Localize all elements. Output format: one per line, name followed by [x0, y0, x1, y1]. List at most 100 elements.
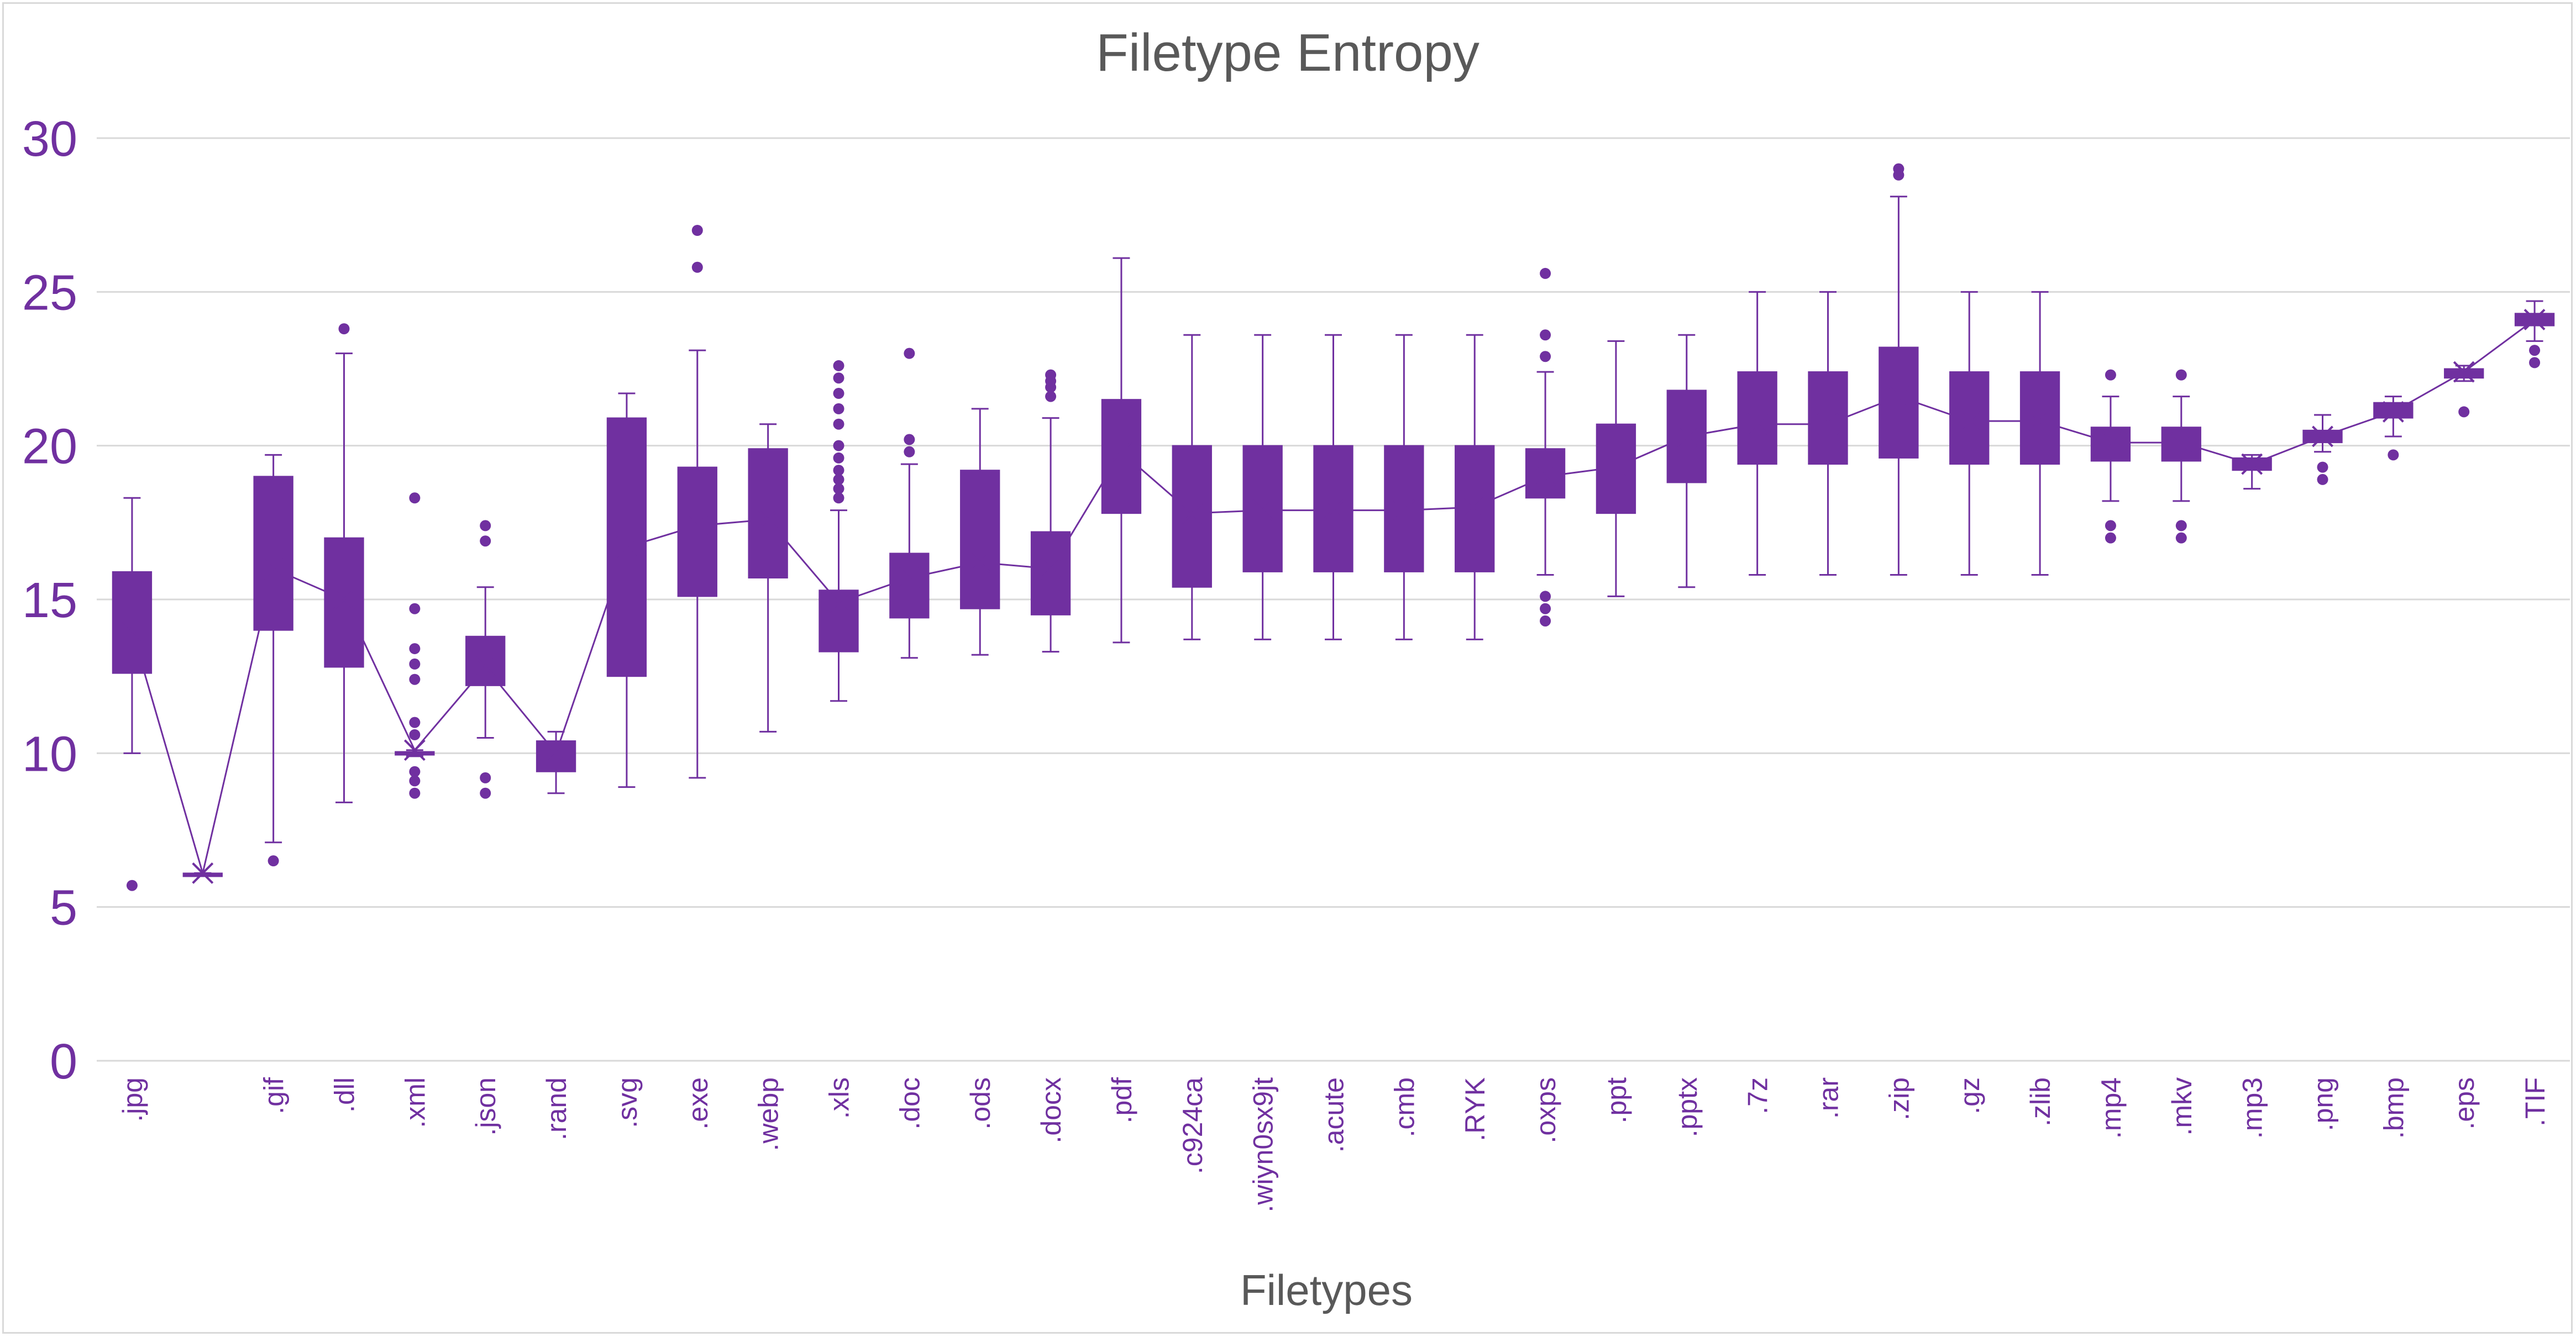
x-tick-label: .mkv — [2166, 1077, 2197, 1136]
box-unlabeled — [182, 862, 223, 884]
box-xls — [819, 360, 859, 702]
box-mp4 — [2090, 369, 2131, 544]
iqr-box — [1949, 371, 1990, 465]
outlier-point — [1540, 615, 1551, 627]
outlier-point — [409, 603, 421, 614]
mean-marker — [2453, 361, 2475, 383]
y-tick-label: 25 — [22, 265, 77, 320]
y-tick-label: 15 — [22, 573, 77, 628]
box-acute — [1313, 334, 1353, 640]
box-jpg — [112, 497, 153, 891]
outlier-point — [1540, 591, 1551, 602]
outlier-point — [480, 787, 491, 799]
box-zlib — [2019, 291, 2060, 576]
outlier-point — [904, 446, 915, 457]
iqr-box — [324, 537, 364, 668]
iqr-box — [1172, 445, 1212, 588]
outlier-point — [691, 261, 703, 273]
outlier-point — [833, 483, 844, 494]
outlier-point — [833, 440, 844, 451]
x-tick-label: .rar — [1813, 1077, 1844, 1119]
x-tick-label: .pdf — [1106, 1077, 1137, 1124]
outlier-point — [409, 717, 421, 728]
outlier-point — [2529, 357, 2541, 369]
y-tick-label: 0 — [50, 1034, 77, 1089]
mean-marker — [1676, 425, 1698, 448]
outlier-point — [833, 372, 844, 384]
outlier-point — [691, 225, 703, 236]
iqr-box — [2019, 371, 2060, 465]
outlier-point — [1540, 603, 1551, 614]
box-bmp — [2373, 396, 2414, 461]
outlier-point — [409, 643, 421, 655]
outlier-point — [409, 729, 421, 740]
iqr-box — [819, 589, 859, 652]
outlier-point — [833, 465, 844, 476]
mean-marker — [2382, 401, 2404, 423]
outlier-point — [2105, 520, 2116, 531]
box-ods — [960, 408, 1000, 656]
mean-marker — [333, 588, 355, 610]
iqr-box — [1737, 371, 1777, 465]
iqr-box — [960, 470, 1000, 609]
box-webp — [748, 423, 788, 733]
outlier-point — [1045, 369, 1057, 381]
x-tick-label: .gif — [259, 1077, 290, 1114]
mean-marker — [1463, 496, 1486, 518]
iqr-box — [465, 635, 506, 686]
x-tick-label: .oxps — [1530, 1077, 1561, 1144]
mean-marker — [2170, 431, 2192, 454]
mean-marker — [969, 551, 991, 573]
outlier-point — [904, 434, 915, 445]
mean-marker — [2523, 309, 2546, 330]
x-tick-label: .zlib — [2025, 1077, 2056, 1127]
chart-title: Filetype Entropy — [1096, 23, 1480, 82]
x-axis-ticks: .jpg .gif .dll .xml .json .rand .svg .exe .webp.… — [117, 1077, 2551, 1213]
iqr-box — [536, 740, 576, 772]
mean-marker — [2029, 410, 2051, 432]
outlier-point — [833, 473, 844, 485]
mean-marker — [828, 592, 849, 613]
iqr-box — [253, 476, 293, 631]
mean-marker — [1393, 499, 1415, 521]
mean-marker — [192, 862, 214, 884]
iqr-box — [748, 448, 788, 579]
mean-marker — [1252, 499, 1274, 521]
mean-marker — [1323, 499, 1344, 521]
box-gif — [253, 454, 293, 867]
box-mp3 — [2232, 453, 2272, 490]
outlier-point — [2175, 369, 2187, 381]
outlier-point — [1540, 329, 1551, 341]
outlier-point — [409, 787, 421, 799]
outlier-point — [480, 535, 491, 547]
x-tick-label: .png — [2308, 1077, 2339, 1131]
mean-marker — [1958, 410, 1980, 432]
iqr-box — [1525, 448, 1566, 499]
outlier-point — [1540, 351, 1551, 362]
outlier-point — [480, 772, 491, 783]
x-tick-label: .acute — [1319, 1077, 1350, 1152]
box-7z — [1737, 291, 1777, 576]
outlier-point — [833, 452, 844, 464]
mean-marker — [2312, 425, 2333, 448]
y-tick-label: 5 — [50, 881, 77, 936]
x-tick-label: .eps — [2449, 1077, 2480, 1130]
outlier-point — [2458, 406, 2470, 418]
box-rar — [1808, 291, 1848, 576]
box-docx — [1030, 369, 1071, 653]
box-svg — [606, 392, 647, 788]
iqr-box — [1030, 531, 1071, 615]
x-tick-label: .zip — [1884, 1077, 1914, 1120]
x-tick-label: .bmp — [2378, 1077, 2409, 1139]
x-tick-label: .ods — [965, 1077, 996, 1130]
x-tick-label: .mp3 — [2237, 1077, 2268, 1139]
y-tick-label: 10 — [22, 727, 77, 782]
outlier-point — [126, 880, 138, 891]
x-tick-label: .xls — [824, 1077, 855, 1119]
x-tick-label: .xml — [400, 1077, 431, 1128]
outlier-point — [2105, 369, 2116, 381]
mean-marker — [263, 557, 285, 580]
mean-marker — [2241, 453, 2263, 475]
mean-marker — [403, 739, 426, 761]
box-eps — [2444, 361, 2484, 418]
